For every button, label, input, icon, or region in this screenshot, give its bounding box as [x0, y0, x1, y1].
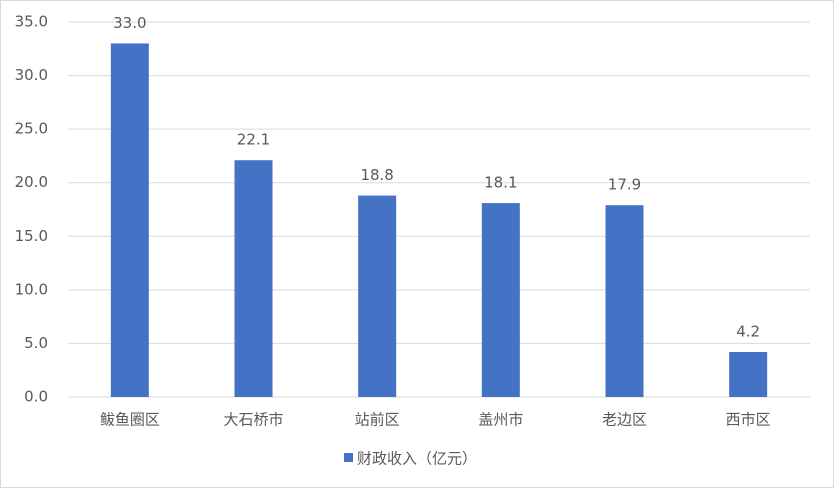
y-tick-label: 20.0	[15, 173, 48, 191]
y-tick-label: 0.0	[24, 388, 48, 406]
y-tick-label: 25.0	[15, 120, 48, 138]
bar	[234, 160, 273, 397]
bar	[729, 352, 768, 397]
data-label: 18.1	[484, 174, 517, 192]
y-tick-label: 30.0	[15, 66, 48, 84]
x-tick-label: 鲅鱼圈区	[100, 411, 160, 429]
data-label: 4.2	[736, 323, 760, 341]
y-tick-label: 15.0	[15, 227, 48, 245]
x-tick-label: 西市区	[726, 411, 771, 429]
legend-swatch	[344, 453, 353, 462]
x-tick-label: 大石桥市	[223, 411, 283, 429]
x-tick-label: 老边区	[602, 411, 647, 429]
y-tick-label: 10.0	[15, 280, 48, 298]
bar	[358, 195, 397, 397]
data-label: 22.1	[237, 131, 270, 149]
bar	[110, 43, 149, 398]
data-label: 17.9	[608, 176, 641, 194]
y-tick-label: 35.0	[15, 13, 48, 31]
legend-label: 财政收入（亿元）	[357, 450, 477, 468]
x-tick-label: 盖州市	[478, 411, 523, 429]
x-tick-label: 站前区	[355, 411, 400, 429]
bar	[605, 205, 644, 397]
y-tick-label: 5.0	[24, 334, 48, 352]
data-label: 18.8	[360, 166, 393, 184]
bar	[481, 203, 520, 397]
data-label: 33.0	[113, 14, 146, 32]
